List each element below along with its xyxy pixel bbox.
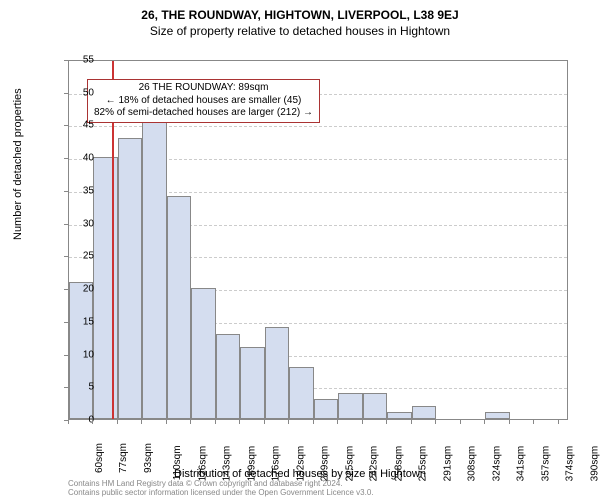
x-tick-label: 192sqm bbox=[295, 446, 306, 482]
histogram-bar bbox=[363, 393, 387, 419]
x-tick-mark bbox=[239, 420, 240, 424]
x-tick-label: 341sqm bbox=[516, 446, 527, 482]
chart-title-main: 26, THE ROUNDWAY, HIGHTOWN, LIVERPOOL, L… bbox=[0, 0, 600, 22]
y-tick-mark bbox=[64, 191, 68, 192]
histogram-bar bbox=[167, 196, 191, 419]
y-tick-mark bbox=[64, 60, 68, 61]
x-tick-label: 77sqm bbox=[118, 443, 129, 473]
x-tick-mark bbox=[533, 420, 534, 424]
x-tick-label: 126sqm bbox=[198, 446, 209, 482]
footer-attribution: Contains HM Land Registry data © Crown c… bbox=[68, 479, 374, 498]
y-tick-mark bbox=[64, 93, 68, 94]
chart-container: 26, THE ROUNDWAY, HIGHTOWN, LIVERPOOL, L… bbox=[0, 0, 600, 500]
x-tick-label: 143sqm bbox=[222, 446, 233, 482]
annotation-line-2: ← 18% of detached houses are smaller (45… bbox=[94, 95, 313, 108]
x-tick-label: 390sqm bbox=[589, 446, 600, 482]
histogram-bar bbox=[314, 399, 338, 419]
x-tick-label: 308sqm bbox=[467, 446, 478, 482]
annotation-line-1: 26 THE ROUNDWAY: 89sqm bbox=[94, 82, 313, 95]
y-tick-mark bbox=[64, 158, 68, 159]
y-tick-mark bbox=[64, 387, 68, 388]
x-tick-mark bbox=[411, 420, 412, 424]
x-tick-mark bbox=[313, 420, 314, 424]
y-tick-label: 40 bbox=[64, 153, 94, 164]
histogram-bar bbox=[265, 327, 289, 419]
y-tick-mark bbox=[64, 224, 68, 225]
x-tick-mark bbox=[558, 420, 559, 424]
x-tick-label: 242sqm bbox=[369, 446, 380, 482]
x-tick-mark bbox=[362, 420, 363, 424]
y-tick-label: 30 bbox=[64, 218, 94, 229]
histogram-bar bbox=[289, 367, 313, 419]
y-tick-mark bbox=[64, 289, 68, 290]
x-tick-label: 357sqm bbox=[540, 446, 551, 482]
y-tick-label: 35 bbox=[64, 185, 94, 196]
annotation-line-3: 82% of semi-detached houses are larger (… bbox=[94, 107, 313, 120]
x-tick-mark bbox=[460, 420, 461, 424]
histogram-bar bbox=[118, 138, 142, 419]
y-tick-mark bbox=[64, 256, 68, 257]
x-tick-label: 176sqm bbox=[271, 446, 282, 482]
x-tick-label: 291sqm bbox=[442, 446, 453, 482]
x-tick-mark bbox=[68, 420, 69, 424]
histogram-bar bbox=[240, 347, 264, 419]
y-tick-label: 5 bbox=[64, 382, 94, 393]
y-tick-label: 50 bbox=[64, 87, 94, 98]
chart-title-sub: Size of property relative to detached ho… bbox=[0, 22, 600, 38]
x-tick-mark bbox=[386, 420, 387, 424]
y-tick-label: 25 bbox=[64, 251, 94, 262]
x-tick-mark bbox=[117, 420, 118, 424]
x-tick-mark bbox=[435, 420, 436, 424]
x-tick-label: 159sqm bbox=[246, 446, 257, 482]
x-tick-mark bbox=[509, 420, 510, 424]
x-tick-label: 374sqm bbox=[565, 446, 576, 482]
x-tick-mark bbox=[141, 420, 142, 424]
y-tick-label: 15 bbox=[64, 316, 94, 327]
y-axis-label: Number of detached properties bbox=[12, 88, 24, 240]
x-tick-label: 209sqm bbox=[320, 446, 331, 482]
x-tick-label: 225sqm bbox=[344, 446, 355, 482]
y-tick-mark bbox=[64, 322, 68, 323]
x-tick-mark bbox=[264, 420, 265, 424]
histogram-bar bbox=[412, 406, 436, 419]
histogram-bar bbox=[485, 412, 509, 419]
histogram-bar bbox=[216, 334, 240, 419]
histogram-bar bbox=[338, 393, 362, 419]
footer-line-2: Contains public sector information licen… bbox=[68, 488, 374, 498]
histogram-bar bbox=[191, 288, 215, 419]
x-tick-mark bbox=[92, 420, 93, 424]
histogram-bar bbox=[142, 118, 166, 419]
x-tick-label: 324sqm bbox=[491, 446, 502, 482]
x-tick-mark bbox=[190, 420, 191, 424]
x-tick-label: 275sqm bbox=[418, 446, 429, 482]
x-tick-mark bbox=[484, 420, 485, 424]
y-tick-mark bbox=[64, 355, 68, 356]
x-tick-mark bbox=[166, 420, 167, 424]
y-tick-label: 10 bbox=[64, 349, 94, 360]
x-tick-label: 110sqm bbox=[172, 445, 183, 480]
plot-area: 26 THE ROUNDWAY: 89sqm ← 18% of detached… bbox=[68, 60, 568, 420]
y-tick-label: 55 bbox=[64, 55, 94, 66]
x-tick-mark bbox=[288, 420, 289, 424]
y-tick-label: 20 bbox=[64, 284, 94, 295]
x-tick-label: 258sqm bbox=[393, 446, 404, 482]
y-tick-mark bbox=[64, 125, 68, 126]
annotation-box: 26 THE ROUNDWAY: 89sqm ← 18% of detached… bbox=[87, 79, 320, 123]
x-tick-mark bbox=[337, 420, 338, 424]
x-tick-label: 60sqm bbox=[94, 443, 105, 473]
histogram-bar bbox=[387, 412, 411, 419]
x-tick-label: 93sqm bbox=[143, 443, 154, 473]
footer-line-1: Contains HM Land Registry data © Crown c… bbox=[68, 479, 374, 489]
x-tick-mark bbox=[215, 420, 216, 424]
histogram-bar bbox=[93, 157, 117, 419]
y-tick-label: 45 bbox=[64, 120, 94, 131]
